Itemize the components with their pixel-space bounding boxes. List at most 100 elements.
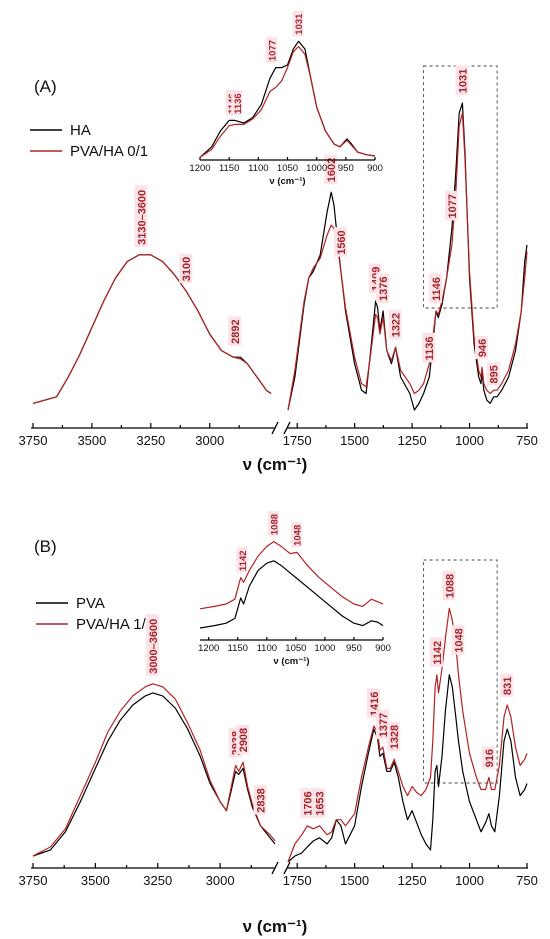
- series-pva-line: [287, 674, 528, 863]
- panel-a-legend: HA PVA/HA 0/1: [30, 122, 148, 160]
- axis-break-mark: [271, 861, 279, 875]
- peak-annotation-bg: [236, 724, 250, 755]
- panel-b-label: (B): [34, 537, 57, 556]
- peak-label: 3000–3600: [148, 619, 160, 674]
- peak-annotation-bg: [134, 185, 148, 247]
- x-tick-label: 1250: [398, 873, 427, 888]
- peak-annotation-bg: [429, 273, 442, 303]
- x-tick-label: 1250: [398, 433, 427, 448]
- inset-x-tick-label: 1000: [314, 643, 335, 654]
- peak-label: 1142: [432, 641, 444, 665]
- peak-label: 2892: [230, 319, 242, 343]
- inset-x-tick-label: 950: [338, 163, 354, 174]
- inset-peak-label: 1077: [267, 40, 278, 61]
- inset-peak-annotation: 1048: [291, 522, 304, 548]
- peak-annotation-bg: [376, 273, 390, 303]
- peak-label: 946: [477, 339, 489, 357]
- peak-annotation: 2892: [228, 316, 242, 346]
- peak-label: 1560: [336, 230, 348, 254]
- x-tick-label: 3250: [143, 873, 172, 888]
- inset-peak-label: 1136: [233, 93, 244, 114]
- peak-annotation: 2838: [253, 785, 268, 815]
- peak-label: 1602: [326, 158, 338, 182]
- peak-annotation: 916: [481, 746, 496, 770]
- peak-label: 1136: [424, 337, 436, 361]
- legend-ha-label: HA: [70, 122, 91, 139]
- inset-peak-label: 1142: [238, 550, 249, 571]
- peak-annotation: 946: [475, 335, 489, 360]
- peak-label: 831: [502, 677, 514, 695]
- inset-peak-annotation: 1142: [236, 547, 249, 573]
- peak-label: 1322: [391, 313, 403, 337]
- peak-annotation: 3100: [179, 253, 193, 284]
- inset-series-ha-line: [199, 40, 376, 158]
- legend-pva-ha-0-1-label: PVA/HA 0/1: [70, 143, 148, 160]
- panel-a-x-axis-label: ν (cm⁻¹): [243, 455, 308, 474]
- peak-annotation: 1136: [422, 332, 436, 363]
- x-tick-label: 3250: [136, 433, 165, 448]
- inset-x-tick-label: 950: [346, 643, 362, 654]
- panel-a-plot: 3750 3500 3250 3000 1750 1500 1250 1000 750 3130–…: [19, 65, 538, 448]
- inset-peak-annotation: 1031: [292, 10, 305, 37]
- x-tick-label: 750: [516, 873, 538, 888]
- peak-label: 1031: [457, 69, 469, 93]
- inset-x-tick-label: 900: [375, 643, 391, 654]
- peak-annotation-bg: [300, 788, 314, 818]
- inset-peak-label: 1031: [294, 13, 305, 35]
- x-tick-label: 3500: [81, 873, 110, 888]
- peak-annotation: 1031: [455, 65, 469, 96]
- peak-annotation-bg: [253, 785, 267, 815]
- peak-label: 2908: [238, 728, 250, 752]
- peak-annotation-bg: [388, 309, 402, 340]
- series-pva-line: [32, 692, 276, 857]
- peak-annotation-bg: [312, 788, 326, 818]
- peak-label: 1376: [378, 277, 390, 301]
- peak-annotation-bg: [444, 190, 458, 221]
- peak-label: 1146: [431, 277, 443, 301]
- peak-label: 1048: [454, 628, 466, 652]
- inset-peak-annotation-bg: [292, 10, 304, 37]
- peak-annotation-bg: [475, 335, 488, 360]
- inset-x-tick-label: 1150: [219, 163, 239, 174]
- x-tick-label: 3000: [206, 873, 235, 888]
- inset-x-tick-label: 1200: [198, 643, 219, 654]
- x-tick-label: 1750: [283, 873, 312, 888]
- inset-x-tick-label: 900: [367, 163, 383, 174]
- series-pva-ha-1-0-line: [287, 607, 528, 863]
- x-tick-label: 1500: [340, 433, 369, 448]
- peak-label: 1328: [389, 725, 401, 749]
- inset-x-tick-label: 1100: [248, 163, 268, 174]
- peak-annotation: 1088: [442, 570, 456, 601]
- inset-x-tick-label: 1000: [306, 163, 327, 174]
- inset-peak-annotation-bg: [265, 37, 277, 63]
- x-tick-label: 3750: [19, 873, 48, 888]
- peak-label: 1653: [315, 791, 327, 815]
- x-tick-label: 3000: [195, 433, 224, 448]
- peak-label: 1077: [447, 194, 459, 218]
- inset-peak-annotation: 1077: [265, 37, 278, 63]
- zoom-region-box: [423, 559, 498, 784]
- inset-x-axis-label: ν (cm⁻¹): [273, 656, 309, 667]
- peak-annotation: 1328: [387, 721, 401, 752]
- peak-annotation-bg: [486, 362, 500, 386]
- peak-annotation-bg: [481, 746, 495, 770]
- peak-annotation: 1322: [388, 309, 403, 340]
- peak-annotation-bg: [442, 570, 456, 601]
- panel-a: (A) HA PVA/HA 0/1 3750 3500 3250 3000 1750 15…: [19, 10, 538, 474]
- axis-break-mark: [283, 861, 291, 875]
- peak-annotation-bg: [500, 673, 514, 697]
- peak-annotation: 831: [500, 673, 514, 697]
- axis-break-mark: [271, 421, 279, 435]
- inset-peak-annotation-bg: [267, 511, 279, 537]
- peak-annotation-bg: [228, 316, 242, 346]
- peak-label: 1377: [378, 713, 390, 737]
- legend-pva-label: PVA: [76, 595, 105, 612]
- x-tick-label: 1000: [455, 433, 484, 448]
- peak-annotation: 3000–3600: [145, 614, 160, 676]
- inset-peak-label: 1088: [269, 514, 280, 535]
- peak-annotation-bg: [145, 614, 159, 676]
- x-tick-label: 1750: [283, 433, 312, 448]
- inset-peak-label: 1048: [293, 525, 304, 546]
- peak-annotation-bg: [179, 253, 193, 284]
